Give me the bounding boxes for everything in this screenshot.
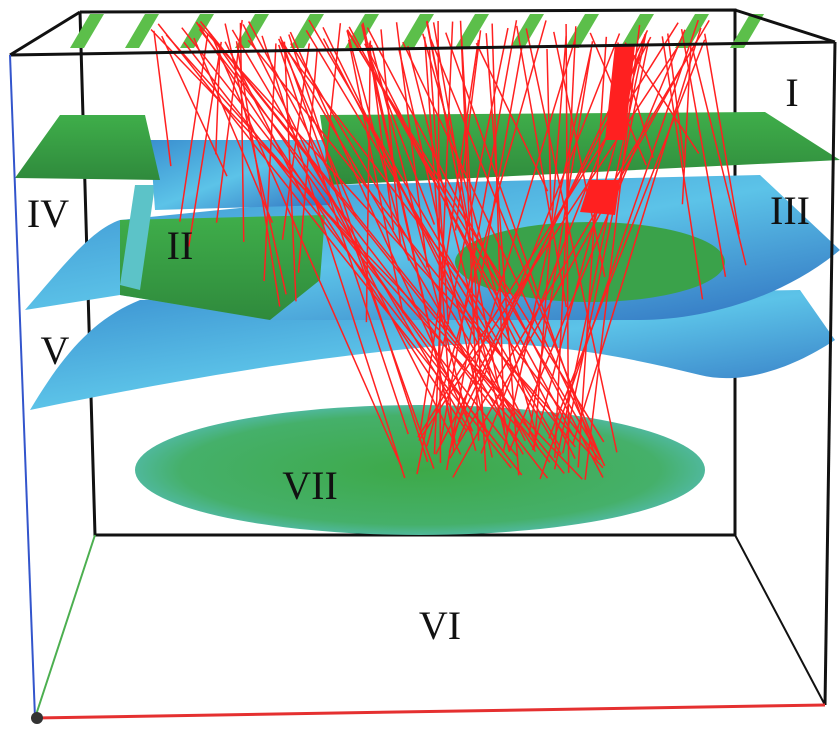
geological-model: I II III IV V VI VII (0, 0, 840, 729)
frame-edge (825, 42, 835, 705)
zone-label: III (770, 188, 810, 233)
zone-label: VII (282, 463, 338, 508)
frame-edge (10, 12, 80, 55)
frame-edge (735, 535, 825, 705)
zone-label: IV (27, 191, 69, 236)
frame-edge (35, 705, 825, 718)
origin-point (31, 712, 43, 724)
zone-label: I (785, 70, 798, 115)
layer-i-left (15, 115, 160, 180)
zone-label: VI (419, 603, 461, 648)
stripe (455, 14, 489, 48)
frame-edge (35, 535, 95, 718)
layer-vii (135, 405, 705, 535)
zone-label: II (167, 223, 194, 268)
stripe (70, 14, 104, 48)
zone-label: V (41, 328, 70, 373)
frame-edge (10, 55, 35, 718)
